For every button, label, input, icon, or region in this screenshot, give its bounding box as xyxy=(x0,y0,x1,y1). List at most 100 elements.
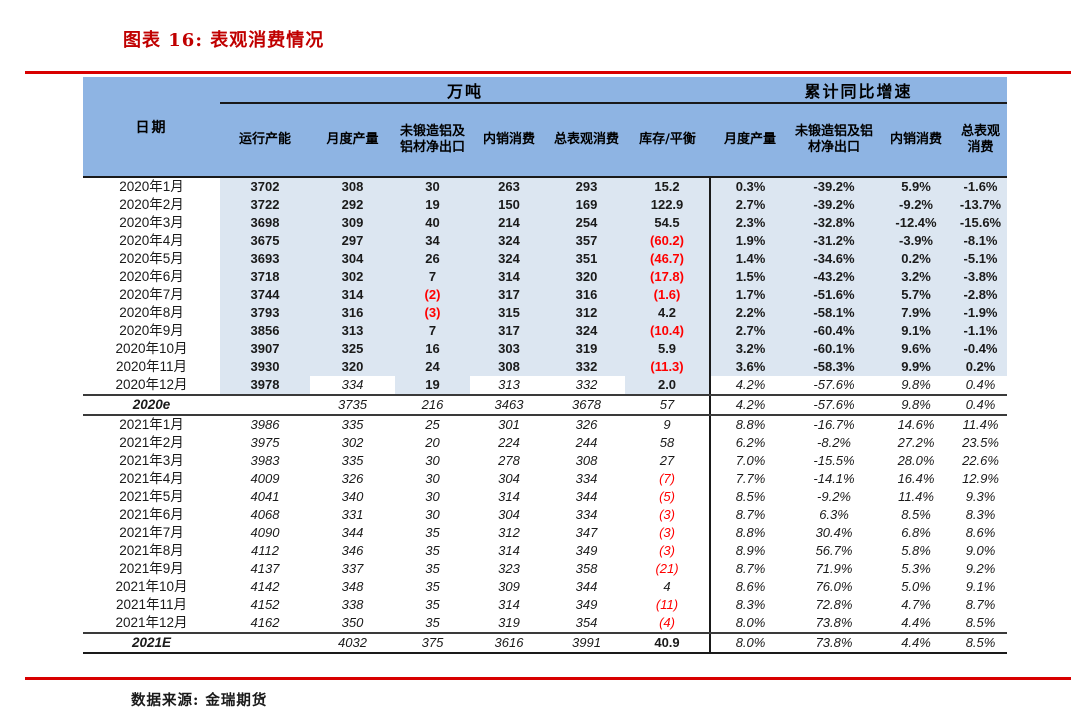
data-source-note: 数据来源: 金瑞期货 xyxy=(131,692,268,709)
table-cell: 6.3% xyxy=(790,506,879,524)
table-row: 2021年12月 4162 350 35 319 354 (4) 8.0% 73.8% 4.4% 8… xyxy=(83,614,1008,634)
col-header-monthly-output-yoy: 月度产量 xyxy=(710,103,791,178)
table-cell: 3793 xyxy=(220,304,310,322)
table-cell: (4) xyxy=(625,614,712,634)
table-row: 2021年1月 3986 335 25 301 326 9 8.8% -16.7% 14.6% 11… xyxy=(83,415,1008,434)
table-cell: 35 xyxy=(395,596,470,614)
table-cell: 304 xyxy=(470,470,548,488)
date-cell: 2021年3月 xyxy=(83,452,220,470)
growth-group-header: 累计同比增速 xyxy=(710,77,1008,104)
table-cell: 4.7% xyxy=(878,596,955,614)
table-cell: 30.4% xyxy=(790,524,879,542)
table-cell: 22.6% xyxy=(954,452,1008,470)
table-cell: 309 xyxy=(310,214,395,232)
date-cell: 2021年5月 xyxy=(83,488,220,506)
table-cell: (1.6) xyxy=(625,286,712,304)
table-cell: 313 xyxy=(310,322,395,340)
table-cell: -8.2% xyxy=(790,434,879,452)
table-cell: 319 xyxy=(470,614,548,634)
table-cell: -15.6% xyxy=(954,214,1008,232)
date-cell: 2021年1月 xyxy=(83,415,220,434)
table-row: 2020年1月 3702 308 30 263 293 15.2 0.3% -39.2% 5.9%… xyxy=(83,177,1008,196)
table-cell: 324 xyxy=(470,232,548,250)
table-cell: 337 xyxy=(310,560,395,578)
table-cell: 214 xyxy=(470,214,548,232)
table-cell: 72.8% xyxy=(790,596,879,614)
table-cell: (46.7) xyxy=(625,250,712,268)
date-cell: 2020e xyxy=(83,395,220,416)
table-cell: -9.2% xyxy=(790,488,879,506)
table-cell xyxy=(220,395,310,416)
bottom-red-rule xyxy=(25,677,1071,680)
table-row: 2020年7月 3744 314 (2) 317 316 (1.6) 1.7% -51.6% 5.… xyxy=(83,286,1008,304)
table-cell: 9.6% xyxy=(878,340,955,358)
table-cell: 3678 xyxy=(548,395,625,416)
table-cell: 2.0 xyxy=(625,376,712,396)
table-cell: 309 xyxy=(470,578,548,596)
table-cell: 324 xyxy=(470,250,548,268)
table-cell: 292 xyxy=(310,196,395,214)
table-cell: 3856 xyxy=(220,322,310,340)
table-cell: 3930 xyxy=(220,358,310,376)
table-cell: 332 xyxy=(548,358,625,376)
table-cell: 244 xyxy=(548,434,625,452)
table-cell: 314 xyxy=(470,596,548,614)
table-cell: 35 xyxy=(395,542,470,560)
table-cell: (3) xyxy=(395,304,470,322)
table-cell: 325 xyxy=(310,340,395,358)
table-cell: 30 xyxy=(395,177,470,196)
table-row: 2020年9月 3856 313 7 317 324 (10.4) 2.7% -60.4% 9.1… xyxy=(83,322,1008,340)
table-cell: 27.2% xyxy=(878,434,955,452)
table-row: 2020年5月 3693 304 26 324 351 (46.7) 1.4% -34.6% 0.… xyxy=(83,250,1008,268)
table-cell: 0.3% xyxy=(710,177,791,196)
table-cell: -0.4% xyxy=(954,340,1008,358)
table-cell: (3) xyxy=(625,542,712,560)
table-cell: -58.3% xyxy=(790,358,879,376)
date-cell: 2020年1月 xyxy=(83,177,220,196)
col-header-net-export: 未锻造铝及铝材净出口 xyxy=(395,103,470,178)
table-cell: -3.9% xyxy=(878,232,955,250)
table-cell: 71.9% xyxy=(790,560,879,578)
table-cell: (11.3) xyxy=(625,358,712,376)
table-row: 2020年11月 3930 320 24 308 332 (11.3) 3.6% -58.3% 9… xyxy=(83,358,1008,376)
table-cell: 0.2% xyxy=(878,250,955,268)
table-cell: 8.5% xyxy=(954,633,1008,654)
unit-group-header: 万吨 xyxy=(220,77,711,104)
date-cell: 2020年2月 xyxy=(83,196,220,214)
table-row: 2020年2月 3722 292 19 150 169 122.9 2.7% -39.2% -9.… xyxy=(83,196,1008,214)
table-cell: 346 xyxy=(310,542,395,560)
table-cell: 319 xyxy=(548,340,625,358)
table-row: 2021年7月 4090 344 35 312 347 (3) 8.8% 30.4% 6.8% 8.… xyxy=(83,524,1008,542)
table-cell: 26 xyxy=(395,250,470,268)
table-cell: -16.7% xyxy=(790,415,879,434)
table-cell: -51.6% xyxy=(790,286,879,304)
table-cell: 3702 xyxy=(220,177,310,196)
table-cell: (7) xyxy=(625,470,712,488)
col-header-inventory-balance: 库存/平衡 xyxy=(625,103,711,178)
table-cell: 293 xyxy=(548,177,625,196)
table-cell: -39.2% xyxy=(790,196,879,214)
table-cell: 312 xyxy=(548,304,625,322)
table-row: 2020年12月 3978 334 19 313 332 2.0 4.2% -57.6% 9.8%… xyxy=(83,376,1008,396)
table-cell: 56.7% xyxy=(790,542,879,560)
table-cell: (17.8) xyxy=(625,268,712,286)
date-cell: 2020年7月 xyxy=(83,286,220,304)
table-cell: 11.4% xyxy=(954,415,1008,434)
table-cell: 5.0% xyxy=(878,578,955,596)
table-cell: 312 xyxy=(470,524,548,542)
table-cell: 351 xyxy=(548,250,625,268)
table-cell: -8.1% xyxy=(954,232,1008,250)
date-cell: 2021年2月 xyxy=(83,434,220,452)
table-cell: 4041 xyxy=(220,488,310,506)
table-cell: -39.2% xyxy=(790,177,879,196)
table-cell: 4.4% xyxy=(878,614,955,634)
table-cell: 5.7% xyxy=(878,286,955,304)
table-cell: 347 xyxy=(548,524,625,542)
date-cell: 2020年12月 xyxy=(83,376,220,396)
date-cell: 2021E xyxy=(83,633,220,654)
table-cell: 317 xyxy=(470,286,548,304)
table-cell: 3693 xyxy=(220,250,310,268)
table-cell: 16.4% xyxy=(878,470,955,488)
table-cell: 7.9% xyxy=(878,304,955,322)
table-cell: -1.9% xyxy=(954,304,1008,322)
